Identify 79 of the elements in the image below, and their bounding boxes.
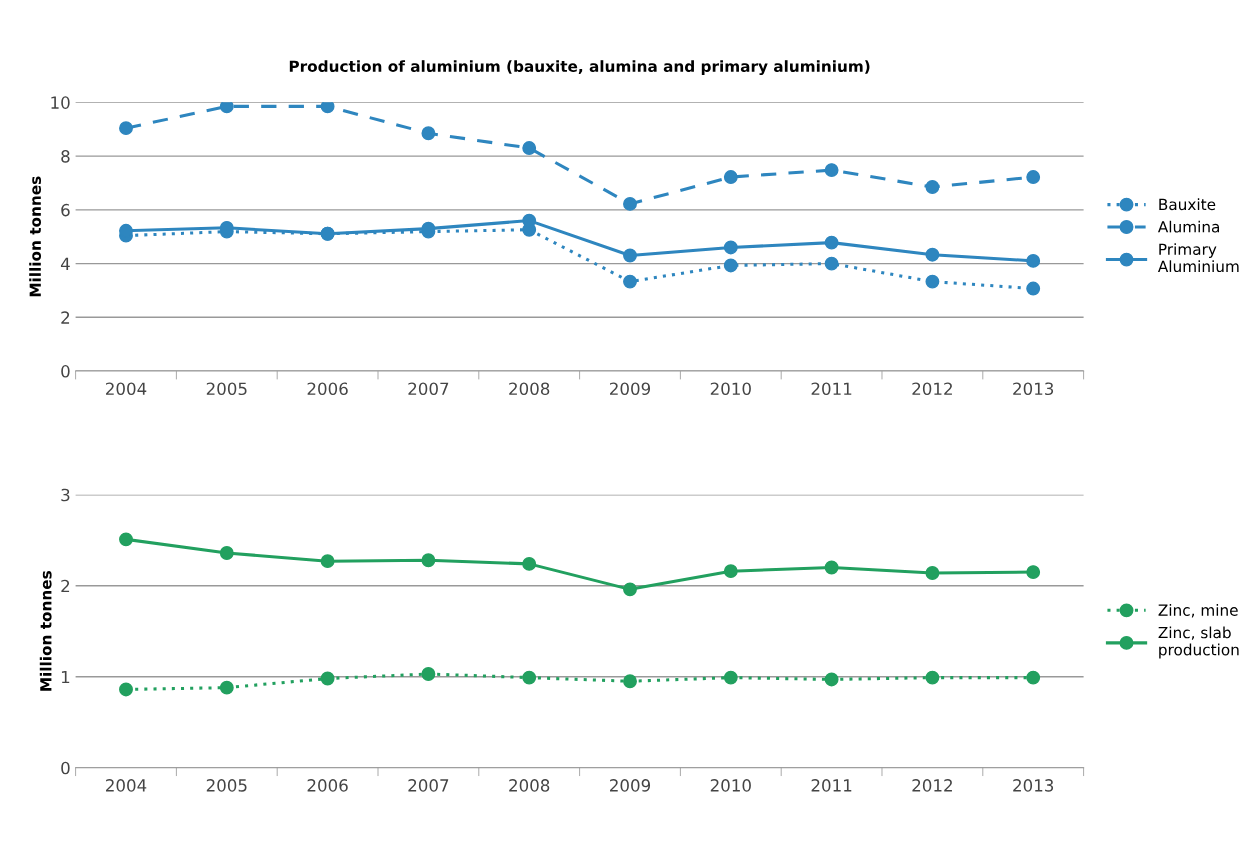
point	[320, 102, 335, 114]
point	[623, 674, 637, 689]
x-tick-label: 2007	[408, 382, 449, 396]
point	[1026, 170, 1041, 185]
point	[320, 554, 335, 569]
point	[522, 141, 537, 155]
point	[320, 671, 335, 686]
point	[1026, 281, 1041, 296]
x-tick-label: 2005	[206, 779, 247, 792]
point	[824, 235, 839, 250]
point	[925, 274, 940, 289]
y-tick-label: 8	[61, 150, 70, 163]
x-tick-label: 2011	[811, 779, 852, 792]
point	[623, 582, 637, 597]
point	[623, 196, 637, 211]
point	[925, 670, 940, 685]
point	[623, 274, 637, 289]
point	[119, 682, 133, 697]
y-tick-label: 1	[61, 670, 70, 684]
x-tick-label: 2008	[509, 382, 550, 396]
x-tick-label: 2007	[408, 779, 449, 792]
point	[1026, 670, 1041, 685]
point	[925, 247, 940, 262]
point	[723, 670, 738, 685]
x-tick-label: 2004	[106, 779, 147, 792]
x-tick-label: 2012	[912, 779, 952, 792]
legend-label: Zinc, mine	[1158, 604, 1238, 618]
x-tick-label: 2011	[811, 382, 852, 396]
x-tick-label: 2012	[912, 382, 952, 396]
legend-label: Primary Aluminium	[1157, 243, 1239, 273]
point	[219, 680, 234, 695]
x-tick-label: 2004	[106, 382, 147, 396]
x-tick-label: 2009	[610, 779, 651, 792]
x-tick-label: 2009	[610, 382, 651, 396]
x-tick-label: 2005	[206, 382, 247, 396]
y-tick-label: 0	[61, 761, 70, 775]
point	[824, 672, 839, 687]
x-tick-label: 2010	[710, 382, 751, 396]
point	[119, 121, 133, 136]
point	[824, 560, 839, 575]
legend-label: Bauxite	[1159, 198, 1216, 211]
point	[824, 256, 839, 271]
y-axis-title: Million tonnes	[39, 571, 52, 691]
point	[421, 126, 436, 141]
y-tick-label: 2	[61, 311, 70, 324]
y-tick-label: 6	[61, 203, 70, 217]
point	[723, 258, 738, 273]
y-axis-title: Million tonnes	[29, 176, 42, 297]
point	[219, 102, 234, 114]
x-tick-label: 2008	[509, 779, 550, 792]
point	[421, 553, 436, 568]
legend-label: Zinc, slab production	[1158, 626, 1239, 659]
point	[1026, 253, 1041, 268]
y-tick-label: 10	[51, 96, 70, 109]
x-tick-label: 2013	[1013, 382, 1054, 396]
point	[925, 180, 940, 194]
point	[1026, 565, 1041, 580]
point	[824, 163, 839, 178]
x-tick-label: 2010	[710, 779, 751, 792]
point	[119, 532, 133, 547]
point	[925, 566, 940, 580]
x-tick-label: 2006	[307, 382, 348, 396]
x-tick-label: 2006	[307, 779, 348, 792]
x-tick-label: 2013	[1013, 779, 1054, 792]
point	[219, 546, 234, 560]
point	[421, 667, 436, 681]
point	[723, 564, 738, 579]
point	[522, 670, 537, 685]
y-tick-label: 0	[61, 365, 70, 378]
y-tick-label: 2	[61, 579, 70, 593]
chart-title: Production of aluminium (bauxite, alumina and primary aluminium)	[289, 60, 870, 76]
point	[723, 170, 738, 185]
point	[522, 213, 537, 228]
point	[623, 248, 637, 263]
point	[723, 240, 738, 255]
legend-label: Alumina	[1157, 220, 1220, 233]
point	[522, 556, 537, 571]
y-tick-label: 3	[61, 488, 70, 502]
y-tick-label: 4	[60, 257, 70, 270]
